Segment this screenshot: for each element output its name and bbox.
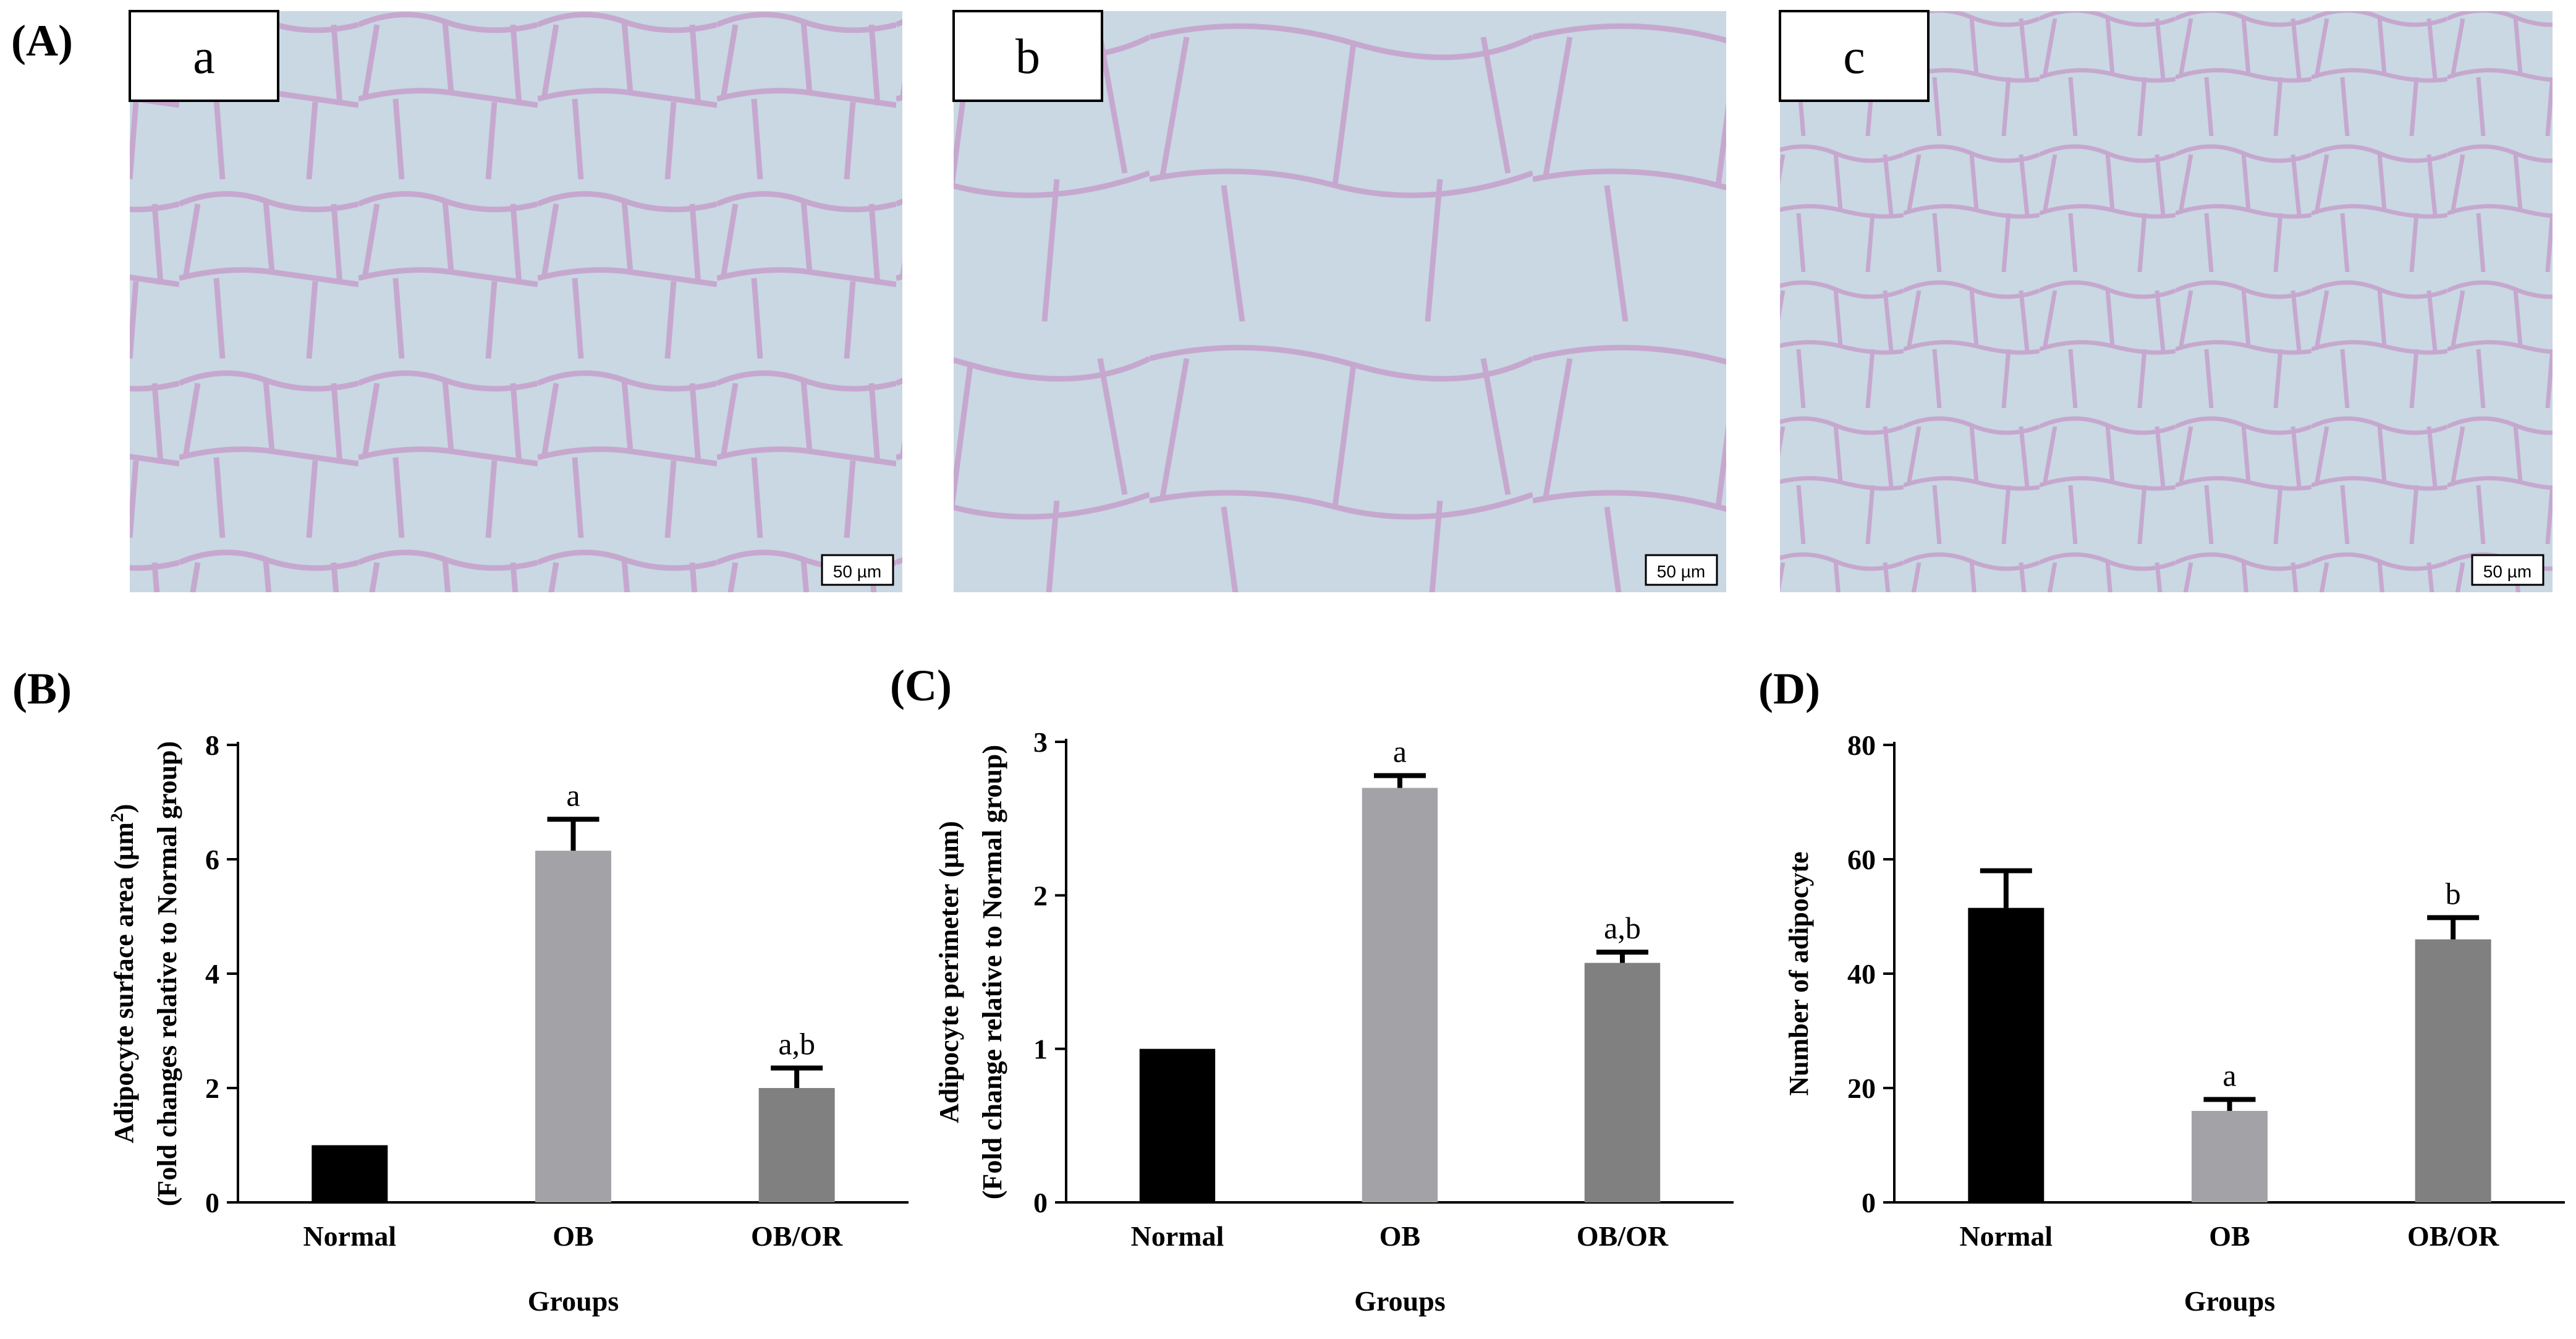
x-tick-label: Normal — [1131, 1220, 1224, 1252]
scale-bar-label: 50 µm — [2483, 562, 2532, 581]
bar — [2415, 939, 2491, 1202]
y-axis-label: Adipocyte perimeter (µm) — [934, 821, 964, 1123]
y-axis-label-line2: (Fold changes relative to Normal group) — [152, 741, 182, 1206]
x-tick-label: OB/OR — [1577, 1220, 1669, 1252]
y-tick-label: 2 — [1033, 880, 1048, 911]
y-tick-label: 2 — [205, 1073, 219, 1104]
bar — [758, 1088, 835, 1202]
bar-charts: (B) 0 2 4 6 8 Normal a OB a,b OB/OR Groups Adipocyte… — [12, 661, 2565, 1317]
y-tick-label: 1 — [1033, 1034, 1048, 1065]
x-tick-label: Normal — [1959, 1220, 2053, 1252]
bar — [1584, 963, 1661, 1202]
bar — [2192, 1111, 2268, 1202]
scale-bar-label: 50 µm — [833, 562, 881, 581]
y-tick-label: 3 — [1033, 726, 1048, 758]
x-tick-label: Normal — [303, 1220, 396, 1252]
y-tick-label: 0 — [1862, 1187, 1876, 1218]
x-axis-label: Groups — [528, 1285, 619, 1317]
chart-2: (D) 0 20 40 60 80 Normal a OB b OB/OR Groups Number … — [1758, 664, 2565, 1317]
scale-bar-label: 50 µm — [1657, 562, 1705, 581]
bar — [311, 1145, 388, 1202]
y-axis-label-line2: (Fold change relative to Normal group) — [977, 745, 1007, 1199]
panel-label: (C) — [890, 661, 952, 710]
chart-0: (B) 0 2 4 6 8 Normal a OB a,b OB/OR Groups Adipocyte… — [12, 664, 909, 1317]
y-tick-label: 60 — [1847, 844, 1876, 875]
panel-label: (B) — [12, 664, 72, 713]
significance-label: a,b — [1604, 911, 1641, 945]
bar — [1139, 1048, 1216, 1202]
significance-label: a — [566, 778, 580, 812]
significance-label: a — [2222, 1058, 2236, 1093]
y-tick-label: 20 — [1847, 1073, 1876, 1104]
y-axis-label-superscript: 2 — [107, 813, 127, 822]
y-tick-label: 6 — [205, 844, 219, 875]
chart-1: (C) 0 1 2 3 Normal a OB a,b OB/OR Groups Adipocyte … — [890, 661, 1734, 1317]
panel-a-label: (A) — [11, 16, 73, 66]
micrograph-label: b — [1015, 30, 1040, 84]
y-axis-label: Adipocyte surface area (µm2) — [107, 804, 140, 1143]
significance-label: a — [1393, 734, 1407, 769]
x-axis-label: Groups — [2184, 1285, 2275, 1317]
micrograph-label: c — [1843, 30, 1865, 84]
x-tick-label: OB/OR — [751, 1220, 843, 1252]
x-tick-label: OB — [553, 1220, 593, 1252]
y-tick-label: 0 — [1033, 1187, 1048, 1218]
micrograph-label: a — [193, 30, 215, 84]
y-tick-label: 4 — [205, 958, 219, 990]
bar — [1968, 908, 2044, 1202]
panel-label: (D) — [1758, 664, 1820, 713]
y-tick-label: 8 — [205, 729, 219, 761]
x-tick-label: OB — [1379, 1220, 1420, 1252]
x-axis-label: Groups — [1354, 1285, 1445, 1317]
y-tick-label: 0 — [205, 1187, 219, 1218]
micrograph-c: c 50 µm — [1779, 10, 2553, 592]
significance-label: b — [2446, 876, 2461, 911]
significance-label: a,b — [778, 1027, 815, 1061]
x-tick-label: OB — [2209, 1220, 2250, 1252]
micrograph-a: a 50 µm — [129, 10, 902, 592]
micrograph-b: b 50 µm — [952, 10, 1726, 592]
bar — [1362, 788, 1438, 1202]
bar — [535, 851, 611, 1202]
y-axis-label: Number of adipocyte — [1784, 851, 1814, 1095]
x-tick-label: OB/OR — [2407, 1220, 2499, 1252]
y-tick-label: 40 — [1847, 958, 1876, 990]
y-tick-label: 80 — [1847, 729, 1876, 761]
